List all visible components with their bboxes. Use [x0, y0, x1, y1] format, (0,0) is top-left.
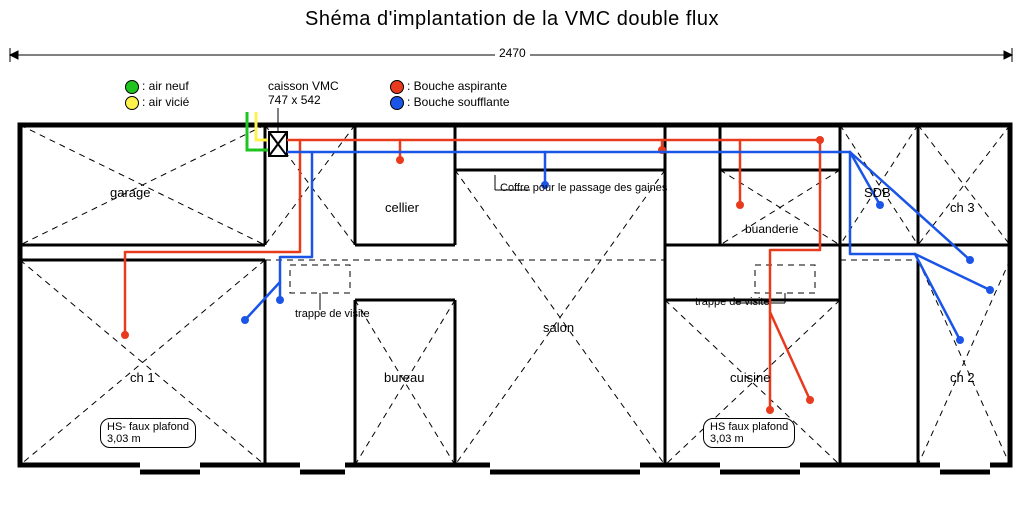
- label-bureau: bureau: [384, 370, 424, 385]
- note-hs-2: HS faux plafond 3,03 m: [703, 418, 795, 448]
- note-trappe-1: trappe de visite: [295, 308, 370, 320]
- label-sdb: SDB: [864, 185, 891, 200]
- note-hs-1-line2: 3,03 m: [107, 433, 141, 445]
- label-buanderie: buanderie: [745, 222, 798, 236]
- label-salon: salon: [543, 320, 574, 335]
- note-coffre: Coffre pour le passage des gaines: [500, 182, 667, 194]
- note-hs-2-line1: HS faux plafond: [710, 421, 788, 433]
- note-hs-1: HS- faux plafond 3,03 m: [100, 418, 196, 448]
- note-hs-2-line2: 3,03 m: [710, 433, 744, 445]
- label-cellier: cellier: [385, 200, 419, 215]
- label-ch1: ch 1: [130, 370, 155, 385]
- note-hs-1-line1: HS- faux plafond: [107, 421, 189, 433]
- floorplan-canvas: Shéma d'implantation de la VMC double fl…: [0, 0, 1024, 520]
- label-cuisine: cuisine: [730, 370, 770, 385]
- label-ch3: ch 3: [950, 200, 975, 215]
- label-garage: garage: [110, 185, 150, 200]
- label-ch2: ch 2: [950, 370, 975, 385]
- note-trappe-2: trappe de visite: [695, 296, 770, 308]
